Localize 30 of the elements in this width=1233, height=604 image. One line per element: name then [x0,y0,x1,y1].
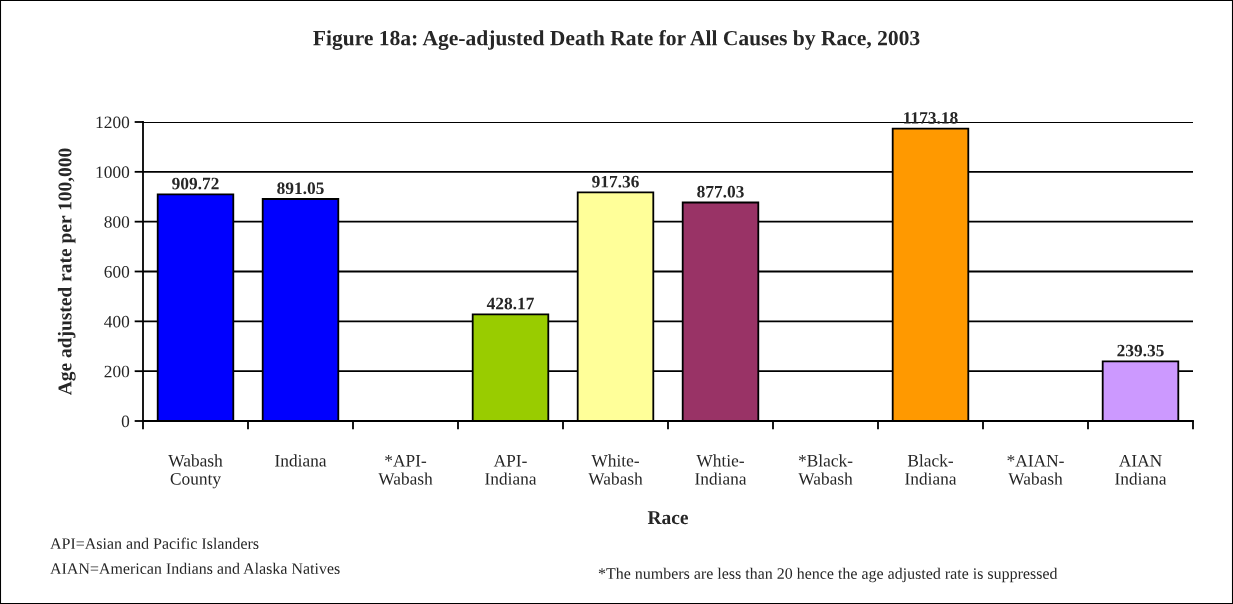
x-tick-label: API-Indiana [485,454,537,485]
text: *The numbers are less than 20 hence the age adjusted rate is suppressed [598,567,1058,583]
x-axis-title: Race [647,511,689,525]
data-label: 877.03 [697,185,744,198]
y-axis-title: Age adjusted rate per 100,000 [57,148,76,396]
y-tick-label: 400 [104,315,130,328]
y-tick-label: 1200 [96,116,130,129]
x-tick-label: *Black-Wabash [798,454,853,485]
x-tick-label: AIAN Indiana [1115,454,1167,485]
x-tick-label: Wabash County [168,454,223,489]
y-tick-label: 200 [104,365,130,378]
text: AIAN=American Indians and Alaska Natives [50,562,340,574]
x-tick-label: Whtie-Indiana [695,454,747,485]
data-label: 239.35 [1117,344,1164,357]
data-label: 428.17 [486,297,534,310]
x-tick-label: *API-Wabash [378,454,433,485]
y-tick-label: 1000 [96,166,130,179]
y-tick-label: 800 [104,216,130,228]
x-tick-label: White-Wabash [588,454,643,485]
x-tick-label: Indiana [275,454,327,467]
text: API=Asian and Pacific Islanders [50,537,259,549]
data-label: 917.36 [592,175,639,188]
y-tick-label: 600 [104,265,130,278]
data-label: 909.72 [172,177,219,190]
data-label: 1173.18 [904,112,958,124]
chart-title: Figure 18a: Age-adjusted Death Rate for All Causes by Race, 2003 [313,30,920,50]
y-tick-label: 0 [121,415,130,428]
x-tick-label: Black-Indiana [905,454,957,485]
data-label: 891.05 [277,182,324,195]
x-tick-label: *AIAN-Wabash [1007,454,1064,485]
